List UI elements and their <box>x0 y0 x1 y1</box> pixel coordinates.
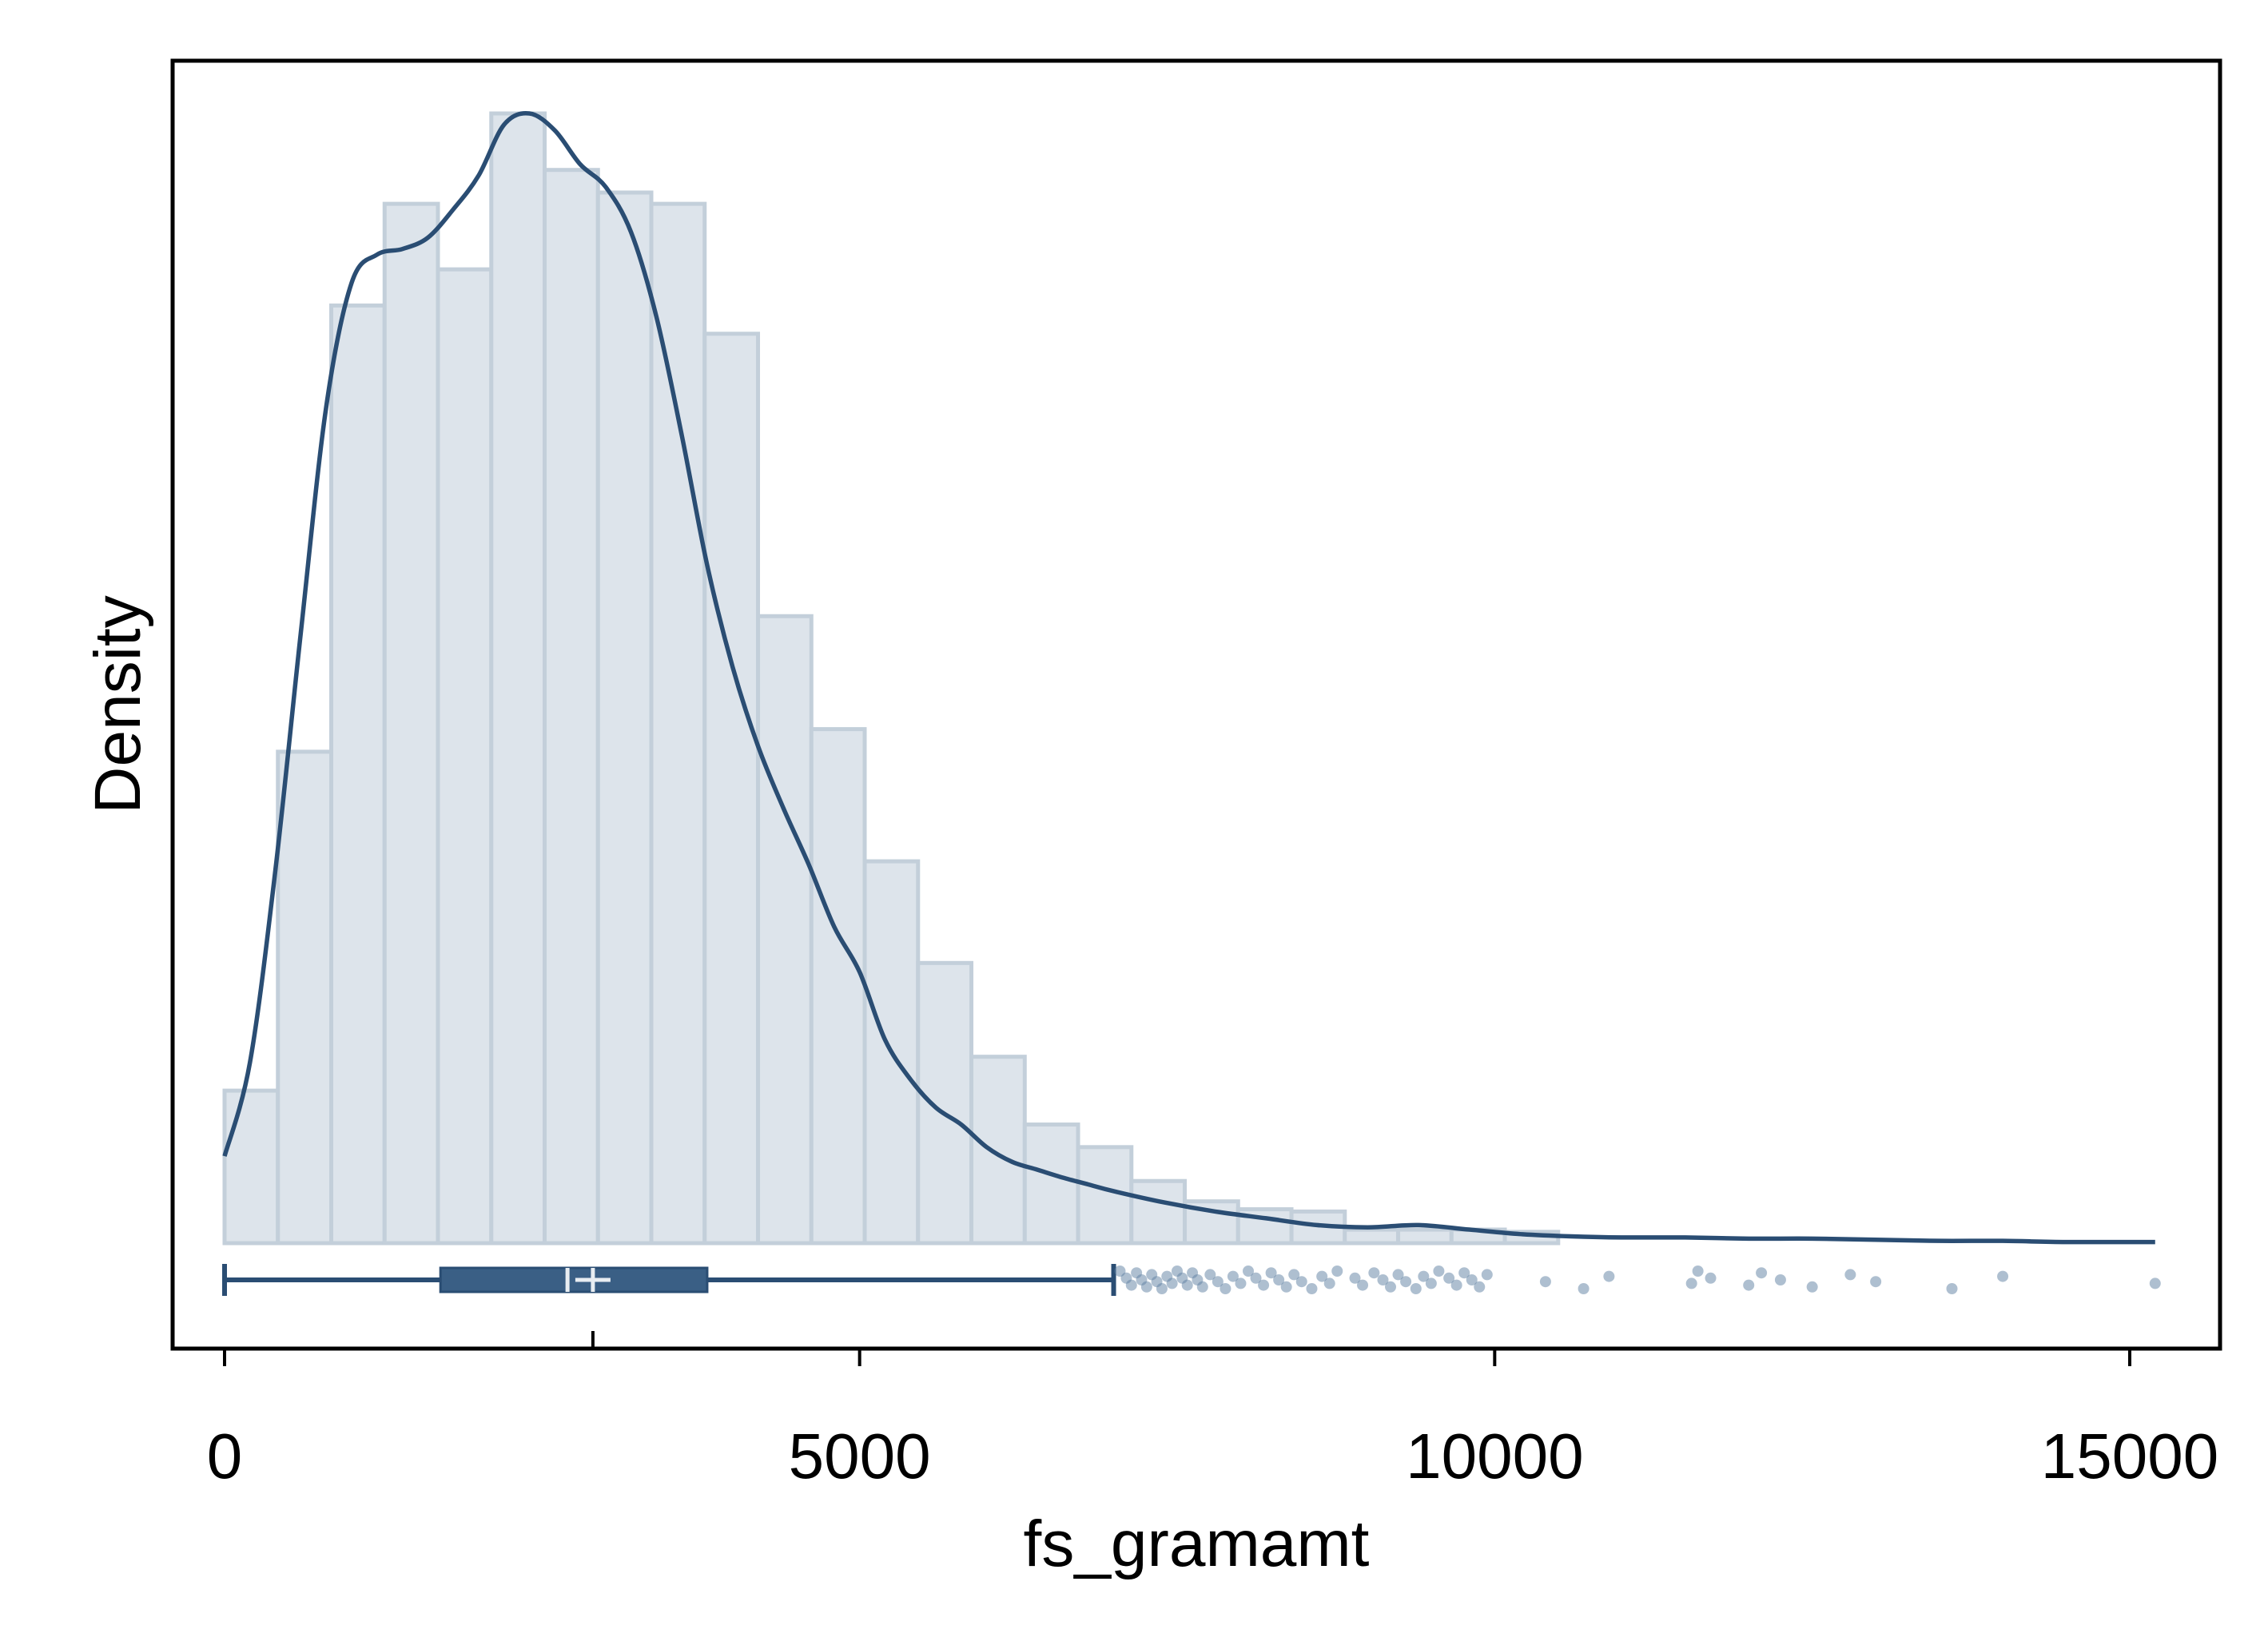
x-tick-label: 15000 <box>2041 1421 2218 1492</box>
outlier-point <box>1280 1281 1292 1293</box>
histogram-bar <box>649 201 707 1246</box>
outlier-point <box>1539 1276 1551 1288</box>
outlier-point <box>1349 1272 1361 1284</box>
outlier-point <box>1458 1267 1470 1279</box>
outlier-point <box>1306 1283 1318 1294</box>
outlier-point <box>1258 1279 1270 1291</box>
outlier-point <box>2149 1277 2161 1289</box>
outlier-point <box>1323 1277 1335 1289</box>
histogram-bar <box>595 190 654 1246</box>
outlier-point <box>1443 1272 1455 1284</box>
histogram-bar <box>1396 1227 1454 1246</box>
outlier-point <box>1385 1281 1397 1293</box>
histogram-bar <box>436 267 494 1246</box>
density-curve-group <box>222 110 2155 1245</box>
histogram-bar <box>1022 1123 1080 1246</box>
histogram-bar <box>543 168 600 1246</box>
histogram-bar <box>1129 1178 1188 1246</box>
histogram-bars <box>222 111 1561 1246</box>
outlier-point <box>1466 1274 1478 1285</box>
x-tick-label: 10000 <box>1406 1421 1583 1492</box>
outlier-point <box>1870 1276 1882 1288</box>
histogram-bar <box>276 749 334 1246</box>
outlier-point <box>1844 1269 1856 1281</box>
outlier-point <box>1166 1277 1178 1289</box>
outlier-point <box>1433 1266 1445 1277</box>
density-curve <box>222 110 2155 1245</box>
histogram-bar <box>756 614 814 1246</box>
histogram-bar <box>222 1088 281 1246</box>
outlier-point <box>1474 1281 1486 1293</box>
outlier-point <box>1806 1281 1818 1293</box>
outlier-point <box>1288 1269 1300 1281</box>
outlier-point <box>1212 1276 1224 1288</box>
outlier-point <box>1250 1272 1262 1284</box>
outlier-point <box>1450 1279 1462 1291</box>
histogram-bar <box>1343 1227 1401 1246</box>
outlier-point <box>1265 1267 1277 1279</box>
outlier-point <box>1273 1274 1285 1285</box>
outlier-point <box>1357 1279 1369 1291</box>
outlier-point <box>1418 1270 1430 1282</box>
outlier-point <box>1410 1283 1422 1294</box>
outlier-point <box>1377 1274 1389 1285</box>
outlier-point <box>1743 1279 1755 1291</box>
outlier-point <box>1692 1266 1704 1277</box>
outlier-point <box>1481 1269 1493 1281</box>
outlier-point <box>1578 1283 1590 1294</box>
histogram-bar <box>489 111 547 1246</box>
outlier-point <box>1705 1272 1717 1284</box>
x-tick-label: 0 <box>207 1421 243 1492</box>
plot-frame <box>170 58 2222 1351</box>
x-axis: 0 5000 10000 15000 <box>207 1331 2218 1492</box>
histogram-bar <box>916 960 974 1246</box>
y-axis-label: Density <box>82 595 154 813</box>
x-tick-label: 5000 <box>789 1421 931 1492</box>
outlier-point <box>1425 1277 1437 1289</box>
outlier-point <box>1400 1276 1412 1288</box>
outlier-point <box>1227 1270 1239 1282</box>
outlier-point <box>1156 1283 1168 1294</box>
outlier-point <box>1392 1269 1404 1281</box>
histogram-bar <box>382 201 440 1246</box>
outlier-point <box>1243 1266 1255 1277</box>
outlier-point <box>1946 1283 1958 1294</box>
outlier-point <box>1368 1267 1380 1279</box>
outlier-points <box>1114 1266 2161 1294</box>
histogram-bar <box>969 1055 1027 1246</box>
histogram-bar <box>329 303 387 1246</box>
outlier-point <box>1196 1281 1208 1293</box>
outlier-point <box>1774 1274 1786 1285</box>
outlier-point <box>1181 1279 1193 1291</box>
outlier-point <box>1295 1276 1307 1288</box>
outlier-point <box>1331 1266 1343 1277</box>
outlier-point <box>1125 1279 1137 1291</box>
boxplot-group <box>222 1264 1116 1296</box>
outlier-point <box>1140 1281 1152 1293</box>
outlier-point <box>1756 1267 1768 1279</box>
outlier-point <box>1685 1277 1697 1289</box>
x-axis-label: fs_gramamt <box>1024 1508 1370 1580</box>
histogram-bar <box>702 332 761 1246</box>
outlier-point <box>1235 1277 1247 1289</box>
outlier-point <box>1316 1270 1328 1282</box>
outlier-point <box>1204 1269 1216 1281</box>
outlier-point <box>1997 1270 2009 1282</box>
boxplot-box <box>439 1266 709 1293</box>
outlier-point <box>1603 1270 1615 1282</box>
histogram-bar <box>809 727 867 1246</box>
outlier-point <box>1220 1283 1231 1294</box>
